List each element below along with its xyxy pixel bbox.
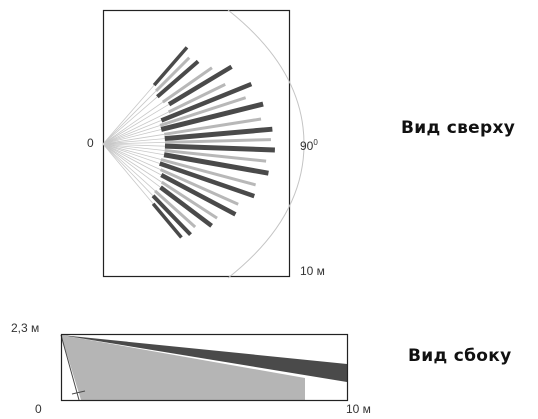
side-coverage-light xyxy=(61,335,305,400)
top-angle-label: 900 xyxy=(300,138,318,153)
beam-guide-ray xyxy=(102,111,169,145)
detection-beam xyxy=(152,46,189,87)
beam-guide-ray xyxy=(102,143,161,188)
detection-beam xyxy=(167,64,233,107)
side-height-label: 2,3 м xyxy=(11,321,40,335)
beam-guide-ray xyxy=(102,143,154,197)
beam-guide-ray xyxy=(102,96,158,145)
beam-guide-ray xyxy=(102,125,161,145)
beam-guide-ray xyxy=(102,143,161,170)
detection-beam xyxy=(160,81,253,123)
top-range-label: 10 м xyxy=(300,264,325,278)
beam-guide-ray xyxy=(102,143,156,192)
top-view-diagram xyxy=(102,9,305,279)
detection-beam xyxy=(163,152,269,176)
beam-guide-ray xyxy=(102,143,165,151)
beam-guide-ray xyxy=(102,143,154,205)
side-range-label: 10 м xyxy=(346,402,371,416)
beam-guide-ray xyxy=(102,143,160,164)
top-angle-value: 90 xyxy=(300,139,314,153)
side-floor-beam xyxy=(60,334,80,401)
detection-beam xyxy=(160,101,264,132)
beam-guide-ray xyxy=(102,101,164,145)
beam-guide-ray xyxy=(102,143,165,147)
detection-beam xyxy=(164,143,275,153)
beam-guide-ray xyxy=(102,90,157,145)
side-view-diagram xyxy=(60,333,349,402)
detection-beam xyxy=(158,161,256,199)
beam-fan xyxy=(102,46,275,239)
detection-beam xyxy=(164,126,273,142)
beam-guide-ray xyxy=(102,84,155,145)
beam-guide-ray xyxy=(102,138,165,145)
detection-beam xyxy=(161,66,213,104)
beam-guide-ray xyxy=(102,143,162,183)
top-angle-unit: 0 xyxy=(313,138,318,147)
detection-beam xyxy=(151,202,183,239)
detection-beam xyxy=(151,194,192,237)
detection-beam xyxy=(154,56,191,93)
detection-beam xyxy=(159,96,247,127)
beam-guide-ray xyxy=(102,129,162,145)
beam-guide-ray xyxy=(102,133,165,145)
beam-guide-ray xyxy=(102,143,162,160)
detection-beam xyxy=(160,180,218,220)
side-floor-tick xyxy=(71,390,86,395)
beam-guide-ray xyxy=(102,143,162,176)
detection-beam xyxy=(167,83,226,114)
side-view-frame xyxy=(60,333,349,402)
detection-beam xyxy=(164,117,262,136)
beam-guide-ray xyxy=(102,103,170,145)
detection-beam xyxy=(156,59,200,99)
detection-beam xyxy=(160,172,237,217)
side-coverage-dark-beam xyxy=(61,335,347,382)
beam-guide-ray xyxy=(102,120,162,145)
beam-guide-ray xyxy=(102,141,165,145)
side-origin-label: 0 xyxy=(35,402,42,416)
side-view-title: Вид сбоку xyxy=(408,346,512,366)
top-view-title: Вид сверху xyxy=(401,118,516,138)
detection-beam xyxy=(160,158,257,187)
range-arc xyxy=(227,9,305,279)
detection-beam xyxy=(154,189,197,229)
detection-beam xyxy=(159,185,213,228)
beam-guide-ray xyxy=(102,143,165,156)
top-origin-label: 0 xyxy=(87,136,94,150)
detection-beam xyxy=(164,138,271,144)
detection-beam xyxy=(164,148,267,163)
detection-beam xyxy=(159,168,239,206)
